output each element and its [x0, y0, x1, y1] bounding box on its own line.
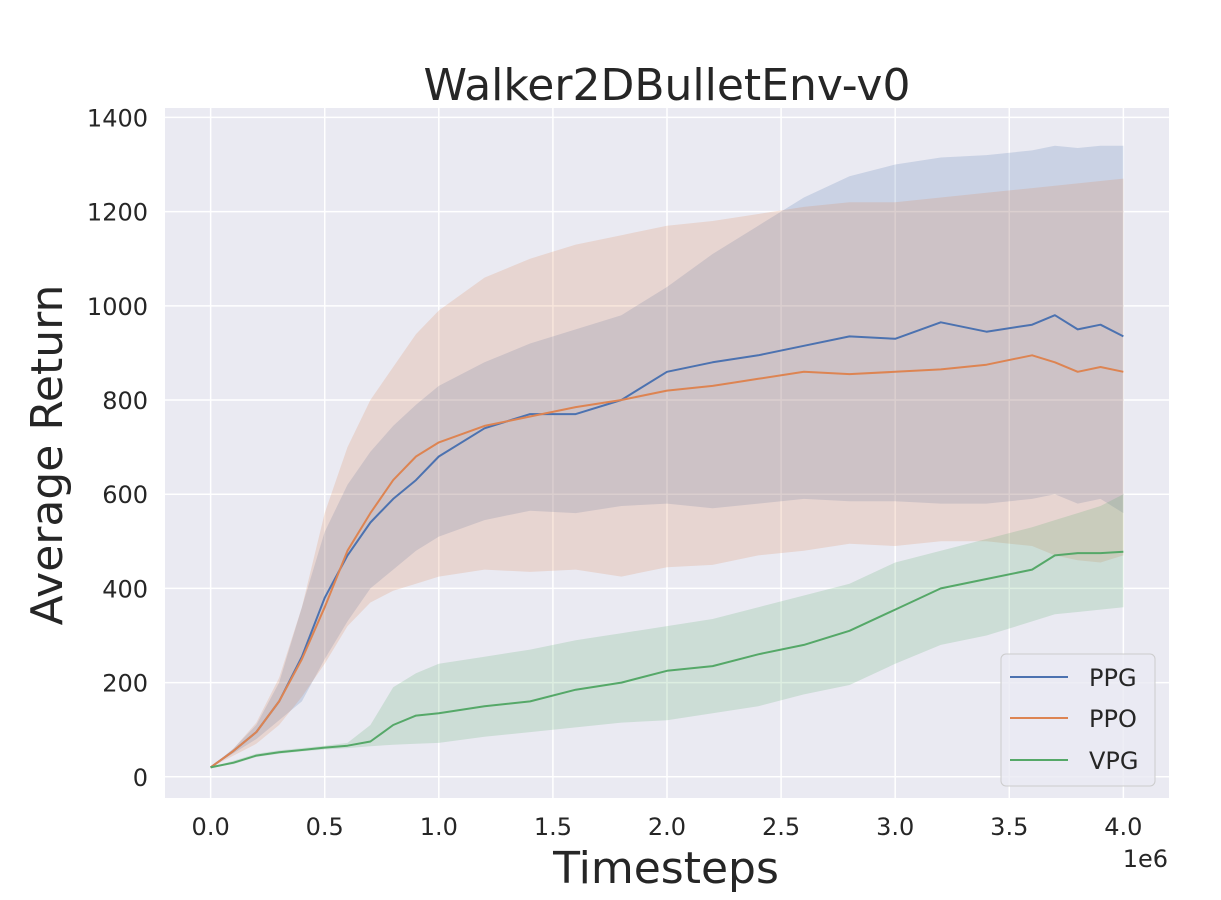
x-tick-label: 2.0: [648, 813, 686, 841]
y-tick-label: 200: [102, 670, 148, 698]
chart-title: Walker2DBulletEnv-v0: [424, 60, 911, 111]
y-tick-label: 800: [102, 387, 148, 415]
band-ppg: [210, 145, 1124, 768]
x-tick-label: 0.5: [306, 813, 344, 841]
y-tick-label: 1400: [87, 104, 148, 132]
x-tick-label: 1.5: [534, 813, 572, 841]
legend-label-vpg: VPG: [1089, 747, 1139, 775]
confidence-bands: [210, 145, 1124, 768]
x-tick-label: 2.5: [762, 813, 800, 841]
line-vpg: [210, 550, 1124, 769]
legend-label-ppg: PPG: [1089, 664, 1137, 692]
y-tick-label: 1200: [87, 199, 148, 227]
legend-label-ppo: PPO: [1089, 705, 1137, 733]
x-offset-label: 1e6: [1123, 845, 1168, 873]
y-tick-label: 0: [133, 764, 148, 792]
y-axis-label: Average Return: [22, 285, 73, 626]
line-ppg: [210, 314, 1124, 769]
line-ppo: [210, 354, 1124, 769]
band-ppo: [210, 178, 1124, 768]
legend-box: [1000, 653, 1156, 787]
x-tick-label: 3.0: [876, 813, 914, 841]
band-vpg: [210, 494, 1124, 768]
x-tick-label: 3.5: [990, 813, 1028, 841]
y-tick-label: 400: [102, 575, 148, 603]
y-tick-label: 600: [102, 481, 148, 509]
x-tick-labels: 0.0 0.5 1.0 1.5 2.0 2.5 3.0 3.5 4.0: [192, 813, 1143, 841]
series-lines: [210, 314, 1124, 769]
y-tick-label: 1000: [87, 293, 148, 321]
x-axis-label: Timesteps: [552, 843, 779, 894]
x-tick-label: 4.0: [1104, 813, 1142, 841]
x-tick-label: 0.0: [192, 813, 230, 841]
legend: PPG PPO VPG: [1000, 653, 1156, 787]
y-tick-labels: 0 200 400 600 800 1000 1200 1400: [87, 104, 148, 791]
x-tick-label: 1.0: [420, 813, 458, 841]
